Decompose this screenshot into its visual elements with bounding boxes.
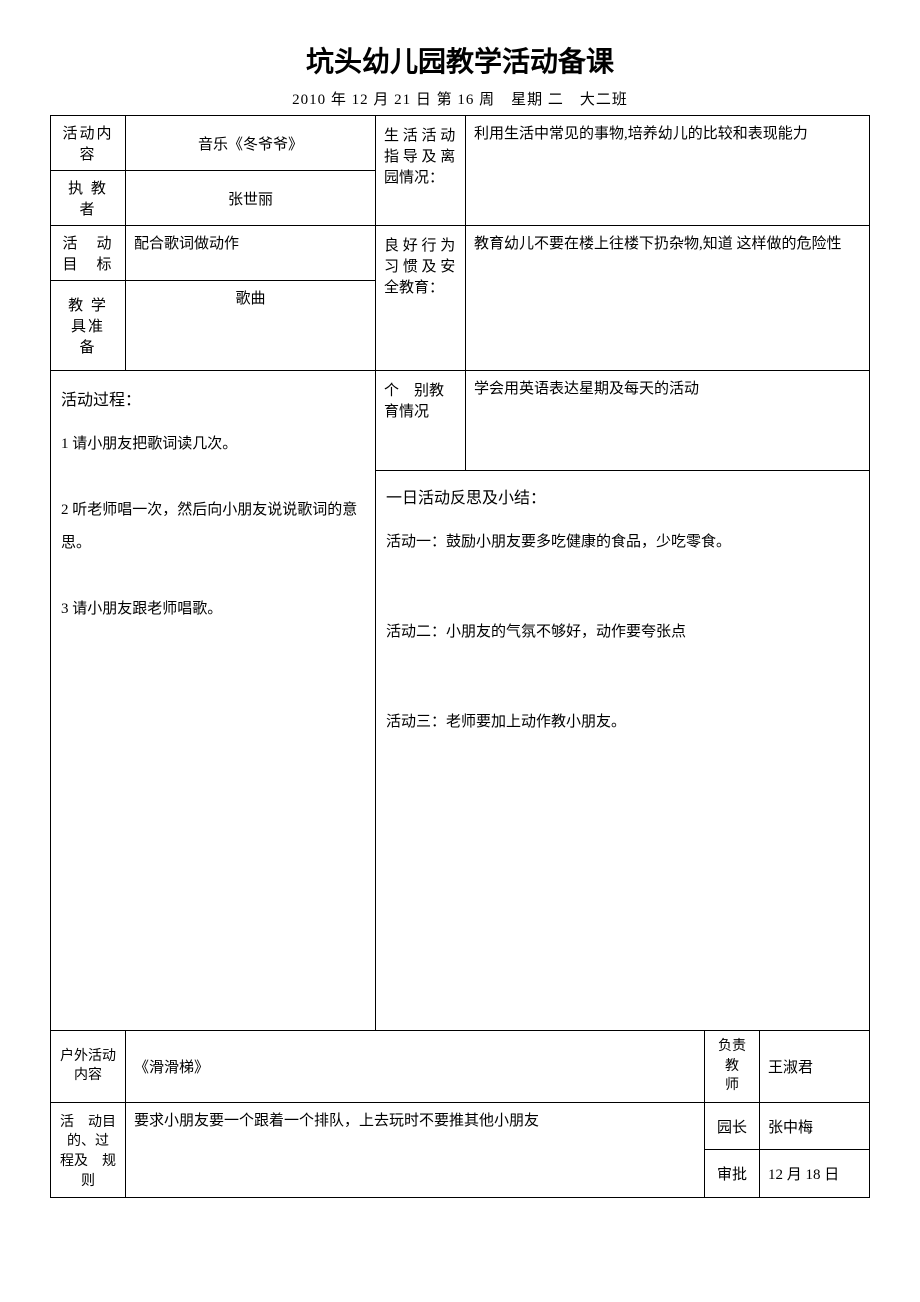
value-activity-goal: 配合歌词做动作 [126,226,376,281]
reflection-title: 一日活动反思及小结： [386,483,859,515]
value-life-activity: 利用生活中常见的事物,培养幼儿的比较和表现能力 [466,116,870,226]
reflection-item-3: 活动三：老师要加上动作教小朋友。 [386,707,859,737]
page-title: 坑头幼儿园教学活动备课 [50,40,870,80]
process-step-2: 2 听老师唱一次，然后向小朋友说说歌词的意思。 [61,494,365,560]
value-principal: 张中梅 [760,1102,870,1150]
process-step-3: 3 请小朋友跟老师唱歌。 [61,593,365,626]
label-outdoor-content: 户外活动内容 [51,1031,126,1103]
label-individual-edu: 个 别教 育情况 [376,371,466,471]
value-approval-date: 12 月 18 日 [760,1150,870,1198]
label-materials: 教 学 具准 备 [51,281,126,371]
label-activity-purpose: 活 动目的、过 程及 规则 [51,1102,126,1197]
process-step-1: 1 请小朋友把歌词读几次。 [61,428,365,461]
label-activity-content: 活动内容 [51,116,126,171]
value-responsible-teacher: 王淑君 [760,1031,870,1103]
reflection-cell: 一日活动反思及小结： 活动一：鼓励小朋友要多吃健康的食品，少吃零食。 活动二：小… [376,471,870,1031]
label-approval: 审批 [705,1150,760,1198]
value-outdoor-content: 《滑滑梯》 [126,1031,705,1103]
value-individual-edu: 学会用英语表达星期及每天的活动 [466,371,870,471]
value-good-behavior: 教育幼儿不要在楼上往楼下扔杂物,知道 这样做的危险性 [466,226,870,371]
label-life-activity: 生 活 活 动指 导 及 离 园情况： [376,116,466,226]
activity-process-cell: 活动过程： 1 请小朋友把歌词读几次。 2 听老师唱一次，然后向小朋友说说歌词的… [51,371,376,1031]
label-good-behavior: 良 好 行 为习 惯 及 安 全教育： [376,226,466,371]
label-teacher: 执 教 者 [51,171,126,226]
value-activity-content: 音乐《冬爷爷》 [126,116,376,171]
page-subtitle: 2010 年 12 月 21 日 第 16 周 星期 二 大二班 [50,88,870,109]
reflection-item-1: 活动一：鼓励小朋友要多吃健康的食品，少吃零食。 [386,527,859,557]
value-activity-purpose: 要求小朋友要一个跟着一个排队，上去玩时不要推其他小朋友 [126,1102,705,1197]
reflection-item-2: 活动二：小朋友的气氛不够好，动作要夸张点 [386,617,859,647]
process-title: 活动过程： [61,383,365,418]
lesson-plan-table: 活动内容 音乐《冬爷爷》 生 活 活 动指 导 及 离 园情况： 利用生活中常见… [50,115,870,1198]
label-activity-goal: 活 动目 标 [51,226,126,281]
label-responsible-teacher: 负责教 师 [705,1031,760,1103]
value-teacher: 张世丽 [126,171,376,226]
label-principal: 园长 [705,1102,760,1150]
value-materials: 歌曲 [126,281,376,371]
